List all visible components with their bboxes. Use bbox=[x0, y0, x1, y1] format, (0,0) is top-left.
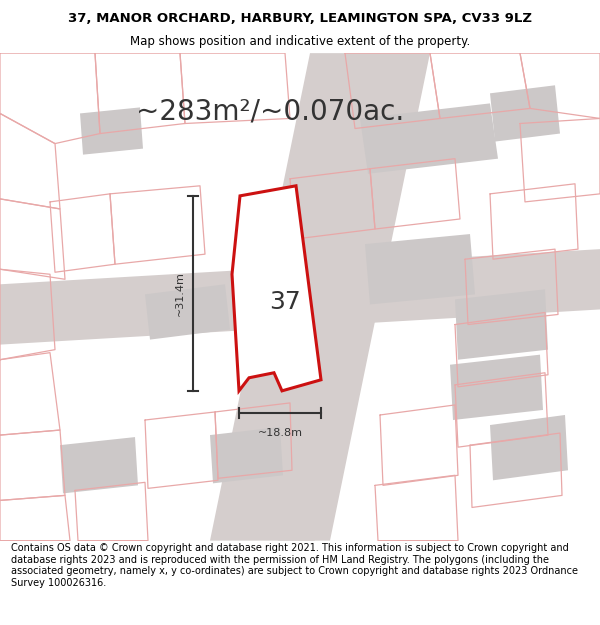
Polygon shape bbox=[232, 186, 321, 391]
Text: ~18.8m: ~18.8m bbox=[257, 428, 302, 438]
Polygon shape bbox=[455, 289, 548, 360]
Polygon shape bbox=[490, 415, 568, 481]
Text: Contains OS data © Crown copyright and database right 2021. This information is : Contains OS data © Crown copyright and d… bbox=[11, 543, 578, 588]
Polygon shape bbox=[210, 53, 430, 541]
Polygon shape bbox=[0, 249, 600, 344]
Polygon shape bbox=[260, 370, 315, 541]
Text: ~283m²/~0.070ac.: ~283m²/~0.070ac. bbox=[136, 98, 404, 126]
Polygon shape bbox=[360, 103, 498, 174]
Polygon shape bbox=[60, 437, 138, 493]
Polygon shape bbox=[80, 107, 143, 154]
Polygon shape bbox=[490, 85, 560, 142]
Polygon shape bbox=[450, 354, 543, 420]
Text: 37, MANOR ORCHARD, HARBURY, LEAMINGTON SPA, CV33 9LZ: 37, MANOR ORCHARD, HARBURY, LEAMINGTON S… bbox=[68, 12, 532, 24]
Polygon shape bbox=[145, 284, 230, 339]
Polygon shape bbox=[210, 427, 283, 483]
Text: 37: 37 bbox=[269, 291, 301, 314]
Polygon shape bbox=[365, 234, 475, 304]
Text: Map shows position and indicative extent of the property.: Map shows position and indicative extent… bbox=[130, 34, 470, 48]
Text: ~31.4m: ~31.4m bbox=[175, 271, 185, 316]
